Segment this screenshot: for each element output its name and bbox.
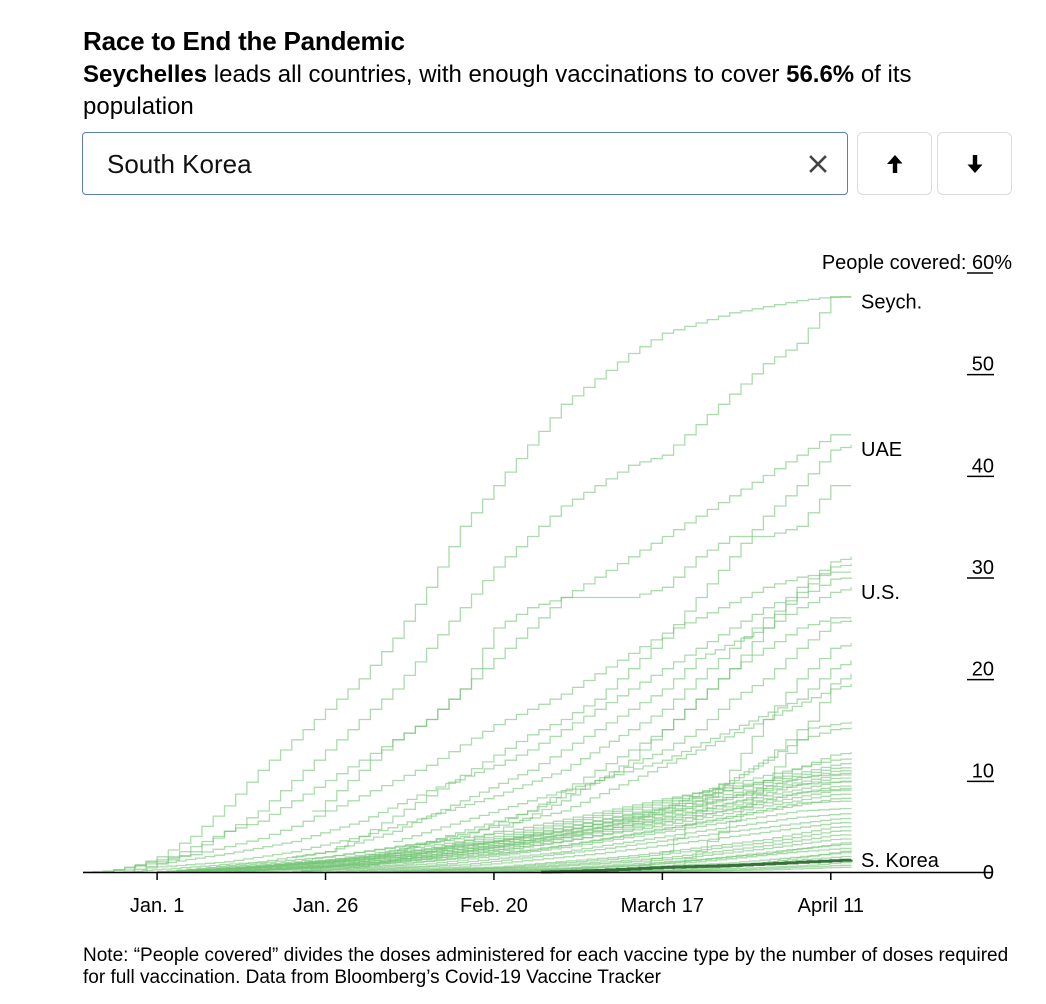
arrow-up-icon bbox=[887, 155, 903, 173]
subtitle-text-end: of its population bbox=[83, 61, 912, 120]
series-line-seychelles[interactable] bbox=[83, 295, 851, 873]
series-line-c20[interactable] bbox=[359, 830, 852, 873]
series-line-monaco[interactable] bbox=[392, 660, 852, 843]
next-country-button[interactable] bbox=[937, 132, 1012, 195]
series-line-c7[interactable] bbox=[177, 770, 852, 873]
chart-subtitle: Seychelles leads all countries, with eno… bbox=[83, 59, 1023, 123]
country-search-input[interactable] bbox=[107, 143, 787, 185]
series-line-s-korea[interactable] bbox=[541, 858, 853, 874]
series-line-c4[interactable] bbox=[190, 758, 852, 873]
y-tick-label: 0 bbox=[983, 862, 994, 884]
close-icon bbox=[809, 155, 827, 173]
leader-country: Seychelles bbox=[83, 61, 208, 88]
series-line-c18[interactable] bbox=[325, 822, 852, 873]
series-line-u-s-[interactable] bbox=[103, 571, 851, 873]
series-label: UAE bbox=[861, 439, 902, 461]
series-line-c17[interactable] bbox=[325, 817, 852, 873]
series-labels: Seych. UAE U.S. S. Korea bbox=[861, 292, 940, 872]
vaccination-chart: Jan. 1 Jan. 26 Feb. 20 March 17 April 11 Peo… bbox=[83, 252, 1012, 917]
x-tick-label: Feb. 20 bbox=[460, 895, 528, 917]
clear-search-button[interactable] bbox=[803, 149, 833, 179]
series-line-malta[interactable] bbox=[157, 577, 852, 868]
series-line-c16[interactable] bbox=[291, 813, 852, 873]
series-line-bhutan[interactable] bbox=[312, 485, 851, 812]
y-tick-label: 50 bbox=[972, 354, 994, 376]
x-tick-label: April 11 bbox=[798, 895, 864, 917]
x-tick-label: Jan. 26 bbox=[293, 895, 359, 917]
highlighted-series bbox=[541, 858, 853, 874]
series-line-iceland[interactable] bbox=[157, 683, 852, 873]
series-lines bbox=[83, 295, 852, 873]
series-line-c14[interactable] bbox=[258, 797, 852, 873]
chart-note: Note: “People covered” divides the doses… bbox=[83, 945, 1009, 988]
series-line-israel[interactable] bbox=[136, 296, 852, 873]
series-label: U.S. bbox=[861, 582, 900, 604]
series-line-c31[interactable] bbox=[157, 787, 852, 873]
series-line-uk[interactable] bbox=[123, 563, 852, 873]
chart-title: Race to End the Pandemic bbox=[83, 26, 405, 56]
previous-country-button[interactable] bbox=[857, 132, 932, 195]
series-label: S. Korea bbox=[861, 850, 940, 872]
x-axis-ticks: Jan. 1 Jan. 26 Feb. 20 March 17 April 11 bbox=[130, 872, 864, 917]
y-axis-title: People covered: 60% bbox=[822, 252, 1012, 274]
arrow-down-icon bbox=[967, 155, 983, 173]
country-search-box bbox=[82, 132, 848, 195]
y-tick-label: 40 bbox=[972, 455, 994, 477]
series-line-bahrain[interactable] bbox=[123, 587, 852, 873]
x-tick-label: Jan. 1 bbox=[130, 895, 184, 917]
series-line-c32[interactable] bbox=[157, 800, 852, 873]
x-tick-label: March 17 bbox=[621, 895, 704, 917]
series-line-chile[interactable] bbox=[291, 556, 852, 873]
series-line-uae-b[interactable] bbox=[291, 445, 852, 858]
y-tick-label: 30 bbox=[972, 557, 994, 579]
series-line-c5[interactable] bbox=[157, 762, 852, 873]
series-line-c22[interactable] bbox=[392, 838, 852, 873]
y-axis-ticks: People covered: 60% 50 40 30 20 10 0 bbox=[822, 252, 1012, 884]
series-line-c33[interactable] bbox=[157, 780, 852, 873]
y-tick-label: 10 bbox=[972, 760, 994, 782]
series-line-c34[interactable] bbox=[157, 772, 852, 873]
series-label: Seych. bbox=[861, 292, 922, 314]
y-tick-label: 20 bbox=[972, 659, 994, 681]
series-line-c36[interactable] bbox=[493, 841, 852, 873]
subtitle-text-middle: leads all countries, with enough vaccina… bbox=[207, 61, 787, 88]
leader-percent: 56.6% bbox=[786, 61, 855, 88]
